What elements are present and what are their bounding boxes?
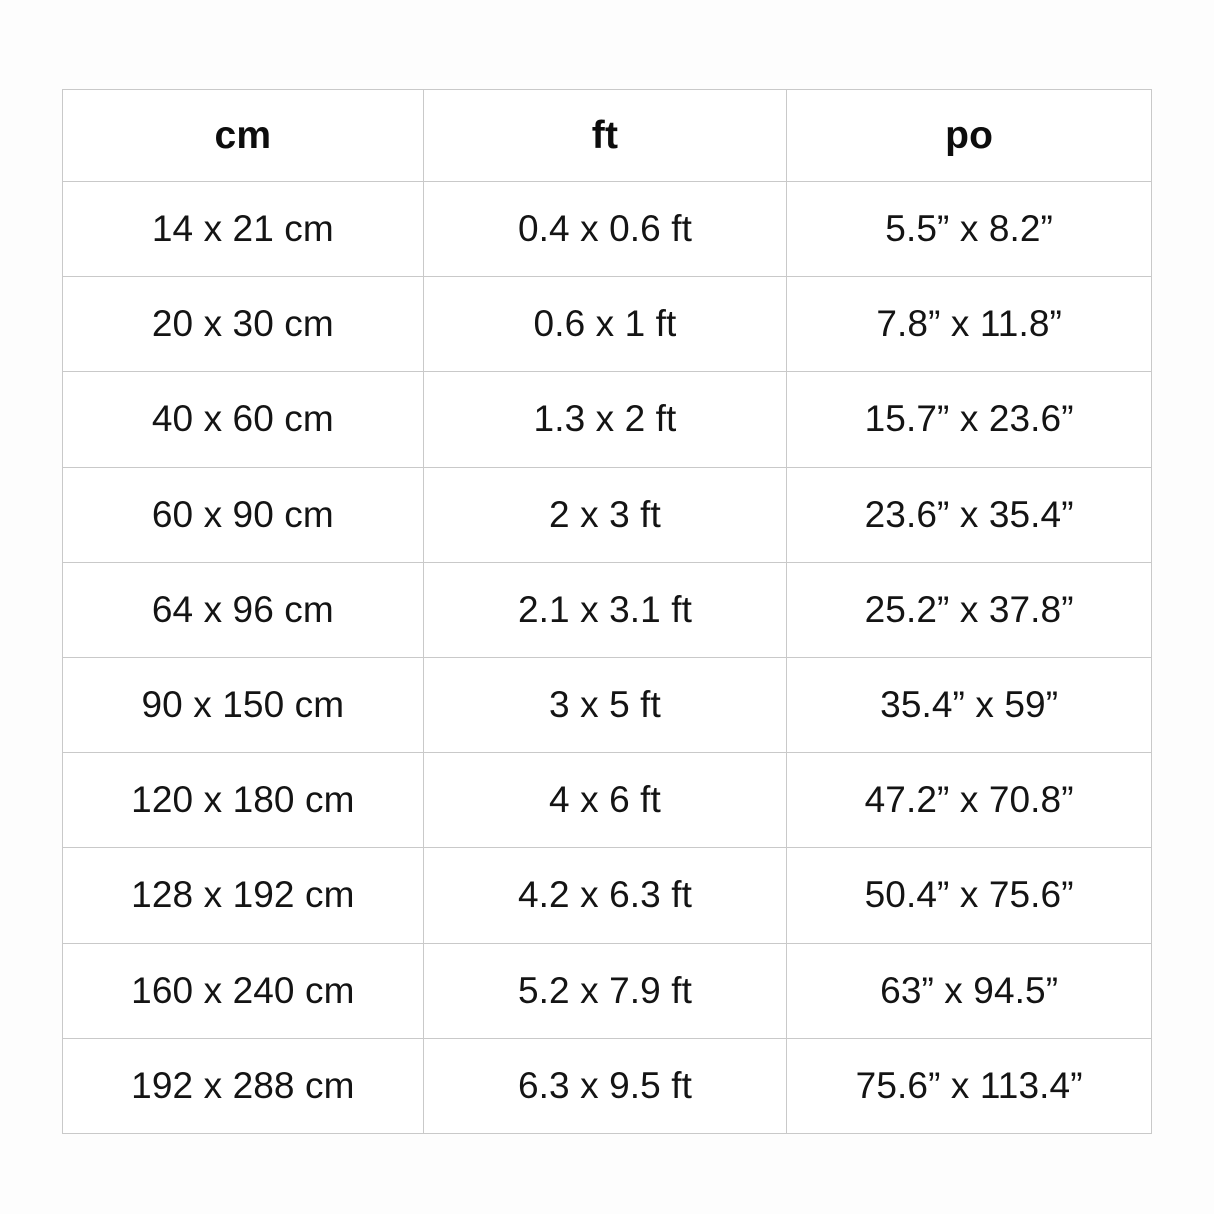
cell-po: 5.5” x 8.2” — [786, 180, 1152, 278]
column-header-po: po — [786, 89, 1152, 182]
cell-po: 75.6” x 113.4” — [786, 1037, 1152, 1134]
header-row: cm ft po — [62, 89, 1152, 182]
cell-ft: 4.2 x 6.3 ft — [422, 847, 788, 944]
size-conversion-table-container: cm ft po 14 x 21 cm 0.4 x 0.6 ft 5.5” x … — [62, 89, 1152, 1134]
cell-cm: 192 x 288 cm — [62, 1037, 424, 1134]
cell-po: 15.7” x 23.6” — [786, 371, 1152, 468]
cell-ft: 0.6 x 1 ft — [422, 276, 788, 373]
table-row: 192 x 288 cm 6.3 x 9.5 ft 75.6” x 113.4” — [62, 1037, 1152, 1134]
table-row: 90 x 150 cm 3 x 5 ft 35.4” x 59” — [62, 656, 1152, 754]
table-row: 40 x 60 cm 1.3 x 2 ft 15.7” x 23.6” — [62, 371, 1152, 468]
cell-po: 25.2” x 37.8” — [786, 561, 1152, 658]
cell-po: 7.8” x 11.8” — [786, 276, 1152, 373]
cell-ft: 2.1 x 3.1 ft — [422, 561, 788, 658]
cell-po: 63” x 94.5” — [786, 942, 1152, 1039]
cell-cm: 14 x 21 cm — [62, 180, 424, 278]
cell-ft: 4 x 6 ft — [422, 752, 788, 849]
table-row: 14 x 21 cm 0.4 x 0.6 ft 5.5” x 8.2” — [62, 180, 1152, 278]
cell-cm: 64 x 96 cm — [62, 561, 424, 658]
cell-cm: 60 x 90 cm — [62, 466, 424, 563]
cell-ft: 6.3 x 9.5 ft — [422, 1037, 788, 1134]
cell-ft: 2 x 3 ft — [422, 466, 788, 563]
table-header: cm ft po — [62, 89, 1152, 182]
cell-cm: 40 x 60 cm — [62, 371, 424, 468]
size-conversion-table: cm ft po 14 x 21 cm 0.4 x 0.6 ft 5.5” x … — [62, 89, 1152, 1134]
cell-po: 47.2” x 70.8” — [786, 752, 1152, 849]
column-header-ft: ft — [422, 89, 788, 182]
cell-ft: 1.3 x 2 ft — [422, 371, 788, 468]
cell-po: 23.6” x 35.4” — [786, 466, 1152, 563]
cell-cm: 20 x 30 cm — [62, 276, 424, 373]
table-row: 20 x 30 cm 0.6 x 1 ft 7.8” x 11.8” — [62, 276, 1152, 373]
cell-ft: 5.2 x 7.9 ft — [422, 942, 788, 1039]
table-row: 128 x 192 cm 4.2 x 6.3 ft 50.4” x 75.6” — [62, 847, 1152, 944]
table-body: 14 x 21 cm 0.4 x 0.6 ft 5.5” x 8.2” 20 x… — [62, 180, 1152, 1134]
cell-cm: 160 x 240 cm — [62, 942, 424, 1039]
table-row: 64 x 96 cm 2.1 x 3.1 ft 25.2” x 37.8” — [62, 561, 1152, 658]
cell-cm: 120 x 180 cm — [62, 752, 424, 849]
cell-po: 35.4” x 59” — [786, 656, 1152, 754]
table-row: 120 x 180 cm 4 x 6 ft 47.2” x 70.8” — [62, 752, 1152, 849]
cell-cm: 90 x 150 cm — [62, 656, 424, 754]
table-row: 60 x 90 cm 2 x 3 ft 23.6” x 35.4” — [62, 466, 1152, 563]
cell-cm: 128 x 192 cm — [62, 847, 424, 944]
cell-po: 50.4” x 75.6” — [786, 847, 1152, 944]
column-header-cm: cm — [62, 89, 424, 182]
cell-ft: 0.4 x 0.6 ft — [422, 180, 788, 278]
table-row: 160 x 240 cm 5.2 x 7.9 ft 63” x 94.5” — [62, 942, 1152, 1039]
cell-ft: 3 x 5 ft — [422, 656, 788, 754]
